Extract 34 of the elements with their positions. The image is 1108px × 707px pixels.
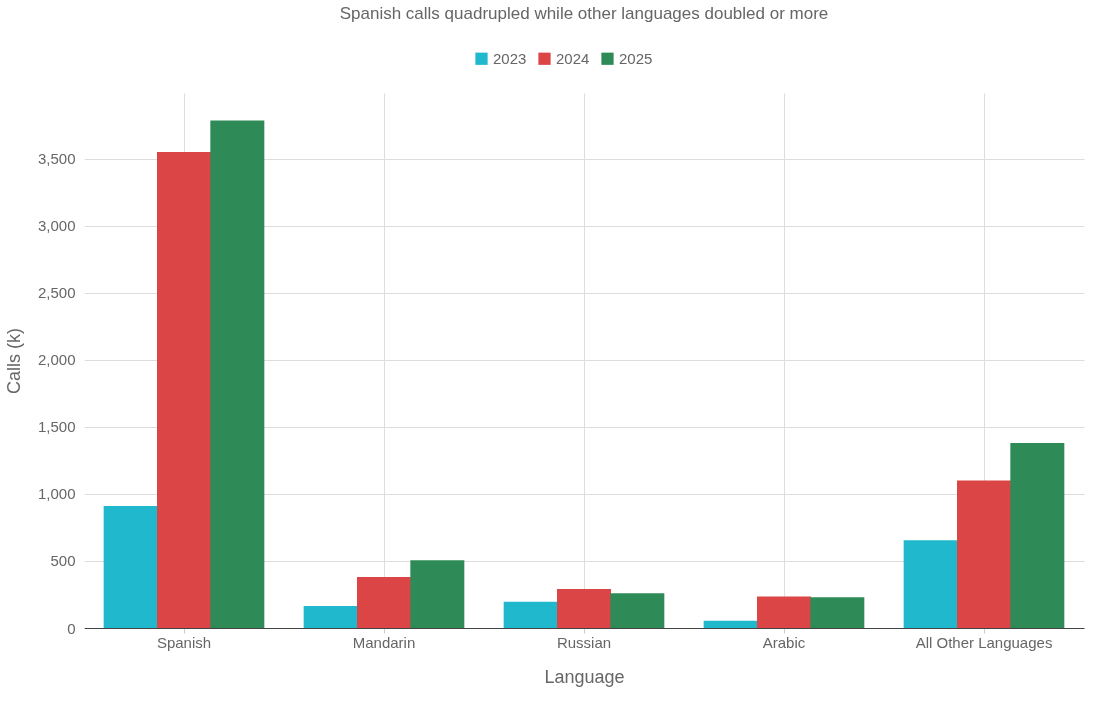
bar: [610, 593, 665, 628]
y-tick-label: 1,000: [37, 485, 76, 503]
bar: [1010, 442, 1065, 628]
bar: [157, 152, 211, 628]
chart-title: Spanish calls quadrupled while other languages doubled or more: [339, 4, 829, 23]
legend-label: 2024: [556, 49, 590, 67]
x-tick-label: Mandarin: [352, 633, 416, 651]
x-tick-label: Russian: [556, 633, 612, 651]
bar: [410, 560, 465, 628]
legend-label: 2023: [493, 49, 527, 67]
y-tick-label: 3,000: [37, 217, 76, 235]
bar: [957, 480, 1011, 628]
bar: [557, 589, 611, 628]
bar: [703, 620, 758, 628]
bar: [757, 596, 811, 628]
x-tick-label: Arabic: [762, 633, 806, 651]
y-tick-label: 3,500: [37, 150, 76, 168]
y-tick-label: 0: [67, 619, 76, 637]
bar: [810, 597, 865, 628]
y-tick-label: 2,500: [37, 284, 76, 302]
bar: [210, 120, 265, 628]
y-tick-label: 2,000: [37, 351, 76, 369]
x-tick-label: All Other Languages: [915, 633, 1053, 651]
y-tick-label: 1,500: [37, 418, 76, 436]
bar: [903, 540, 958, 628]
bar: [303, 605, 358, 628]
y-tick-label: 500: [50, 552, 76, 570]
x-tick-label: Spanish: [156, 633, 212, 651]
bar: [103, 505, 158, 628]
y-axis-title: Calls (k): [3, 328, 24, 394]
legend-label: 2025: [619, 49, 653, 67]
x-axis-title: Language: [544, 666, 625, 687]
bar: [503, 601, 558, 628]
bar: [357, 577, 411, 628]
